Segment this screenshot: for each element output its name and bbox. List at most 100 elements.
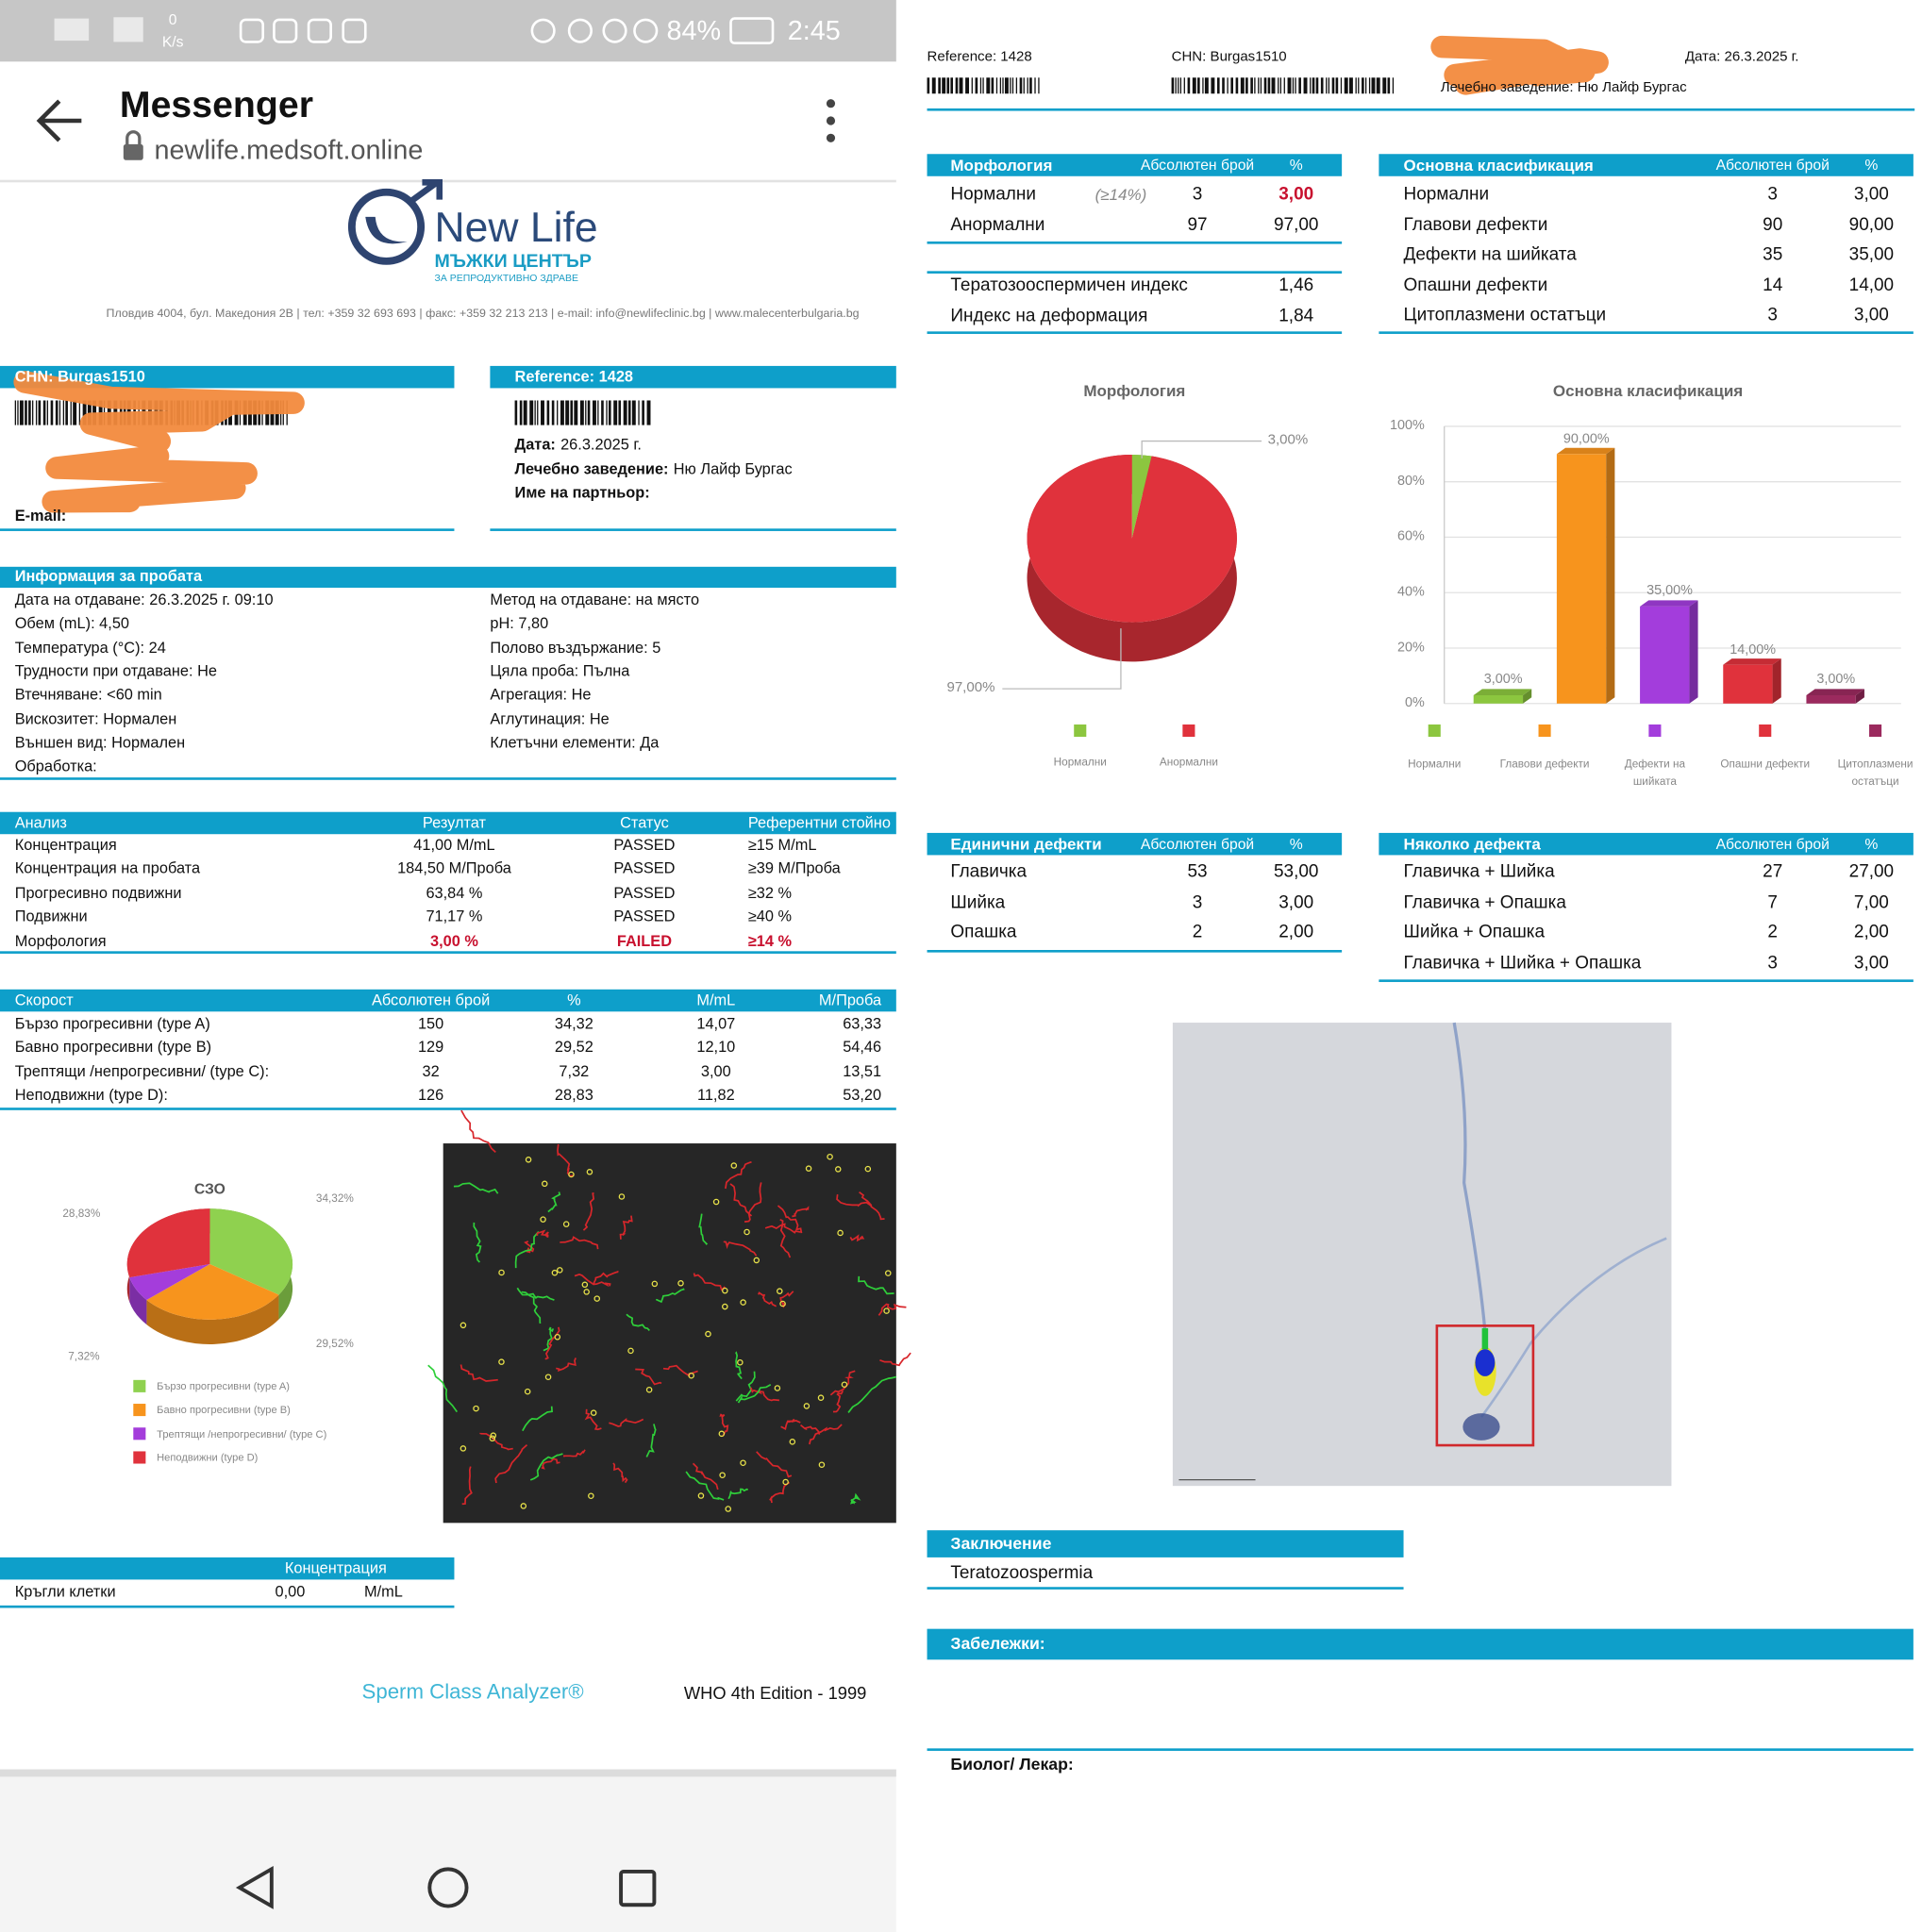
nav-back[interactable] <box>235 1865 274 1909</box>
barcode-bar <box>1034 77 1036 94</box>
back-button[interactable] <box>36 99 82 142</box>
logo-swoosh <box>365 216 408 244</box>
legend-label: Нормални <box>1053 756 1107 769</box>
sperm-track <box>809 1424 843 1445</box>
divider <box>927 241 1343 244</box>
barcode-bar <box>623 400 627 425</box>
table-cell: 3 <box>1767 305 1779 325</box>
bar-top <box>1723 658 1781 665</box>
section-title: Заключение <box>950 1534 1052 1554</box>
table-cell: Главови дефекти <box>1403 214 1548 235</box>
barcode-bar <box>50 400 54 425</box>
barcode-bar <box>546 400 550 425</box>
table-cell: 90 <box>1763 214 1783 235</box>
bar <box>1640 606 1690 704</box>
menu-dot[interactable] <box>826 133 836 142</box>
table-cell: Прогресивно подвижни <box>14 884 182 902</box>
table-header <box>1379 154 1914 176</box>
chart-title: Морфология <box>1083 381 1186 400</box>
sample-field: Температура (°C): 24 <box>14 639 166 657</box>
status-bar <box>0 0 896 62</box>
legend-label: Цитоплазмени остатъци <box>1837 758 1914 787</box>
table-header <box>0 811 896 835</box>
menu-dot[interactable] <box>826 116 836 125</box>
pie-slice <box>126 1208 210 1278</box>
cell-dot <box>841 1381 848 1388</box>
signature-label: Биолог/ Лекар: <box>950 1755 1074 1774</box>
cell-dot <box>627 1347 634 1355</box>
table-cell: 54,46 <box>843 1039 882 1057</box>
cell-dot <box>540 1216 546 1223</box>
table-cell: 90,00 <box>1848 214 1895 235</box>
cell-dot <box>805 1165 812 1172</box>
field-label: Лечебно заведение: <box>514 459 669 477</box>
cell-dot <box>651 1280 659 1288</box>
nav-home[interactable] <box>427 1867 469 1908</box>
table-cell: 2,00 <box>1279 922 1314 942</box>
column-header: М/Проба <box>818 991 882 1009</box>
sperm-track <box>656 1288 685 1304</box>
sperm-track <box>593 1270 619 1285</box>
net-speed-unit: K/s <box>161 33 184 51</box>
barcode-bar <box>618 400 622 425</box>
sperm-track <box>734 1351 743 1380</box>
legend-swatch <box>1538 724 1551 738</box>
app-icon <box>239 18 264 43</box>
barcode-bar <box>1382 77 1387 94</box>
barcode-bar <box>1263 77 1267 94</box>
column-header: Единични дефекти <box>950 834 1102 854</box>
column-header: Абсолютен брой <box>371 991 491 1009</box>
sample-field: Външен вид: Нормален <box>14 733 186 752</box>
table-header <box>927 832 1343 856</box>
column-header: % <box>1864 156 1879 175</box>
barcode-bar <box>560 400 564 425</box>
detection-box <box>1435 1324 1535 1447</box>
sperm-track <box>612 1462 628 1484</box>
nav-recents[interactable] <box>619 1870 657 1907</box>
table-cell: 3,00 <box>1853 305 1889 325</box>
barcode-bar <box>1292 77 1295 94</box>
barcode-bar <box>642 400 644 425</box>
table-cell: PASSED <box>613 884 676 902</box>
sperm-track <box>635 1368 662 1386</box>
barcode-bar <box>975 77 978 94</box>
barcode-bar <box>1171 77 1175 94</box>
sperm-track <box>543 1326 555 1352</box>
barcode-bar <box>38 400 42 425</box>
field: Лечебно заведение: Ню Лайф Бургас <box>514 459 793 477</box>
menu-dot[interactable] <box>826 99 836 108</box>
logo-subtitle: МЪЖКИ ЦЕНТЪР <box>434 250 592 272</box>
barcode-bar <box>1335 77 1339 94</box>
cell-dot <box>744 1228 750 1236</box>
sperm-track <box>836 1193 872 1208</box>
barcode-bar <box>965 77 970 94</box>
barcode-bar <box>514 400 518 425</box>
section-header <box>0 365 455 389</box>
column-header: % <box>1289 835 1303 853</box>
y-tick-label: 80% <box>1396 474 1425 489</box>
barcode-bar <box>25 400 27 425</box>
barcode-bar <box>1298 77 1301 94</box>
bar-top <box>1806 689 1864 695</box>
cell-dot <box>460 1322 467 1329</box>
bar-side <box>1523 689 1532 704</box>
barcode-bar <box>1202 77 1204 94</box>
barcode-bar <box>995 77 998 94</box>
logo-tagline: ЗА РЕПРОДУКТИВНО ЗДРАВЕ <box>434 272 578 284</box>
bar-side <box>1772 658 1781 704</box>
cell-dot <box>718 1430 726 1438</box>
sperm-track <box>859 1191 885 1221</box>
barcode-bar <box>73 400 77 425</box>
cell-dot <box>722 1303 728 1310</box>
table-cell: ≥14 % <box>747 931 793 950</box>
barcode-bar <box>537 400 539 425</box>
clinic-address: Пловдив 4004, бул. Македония 2В | тел: +… <box>106 307 860 321</box>
pie-slice <box>129 1264 210 1300</box>
sperm-track <box>877 1303 907 1316</box>
pie-slice <box>146 1264 279 1320</box>
status-icon <box>530 18 556 43</box>
legend-label: Бързо прогресивни (type A) <box>157 1379 290 1392</box>
barcode-bar <box>1004 77 1009 94</box>
table-cell: 3,00 <box>1279 891 1314 912</box>
sample-field: Цяла проба: Пълна <box>490 662 630 680</box>
